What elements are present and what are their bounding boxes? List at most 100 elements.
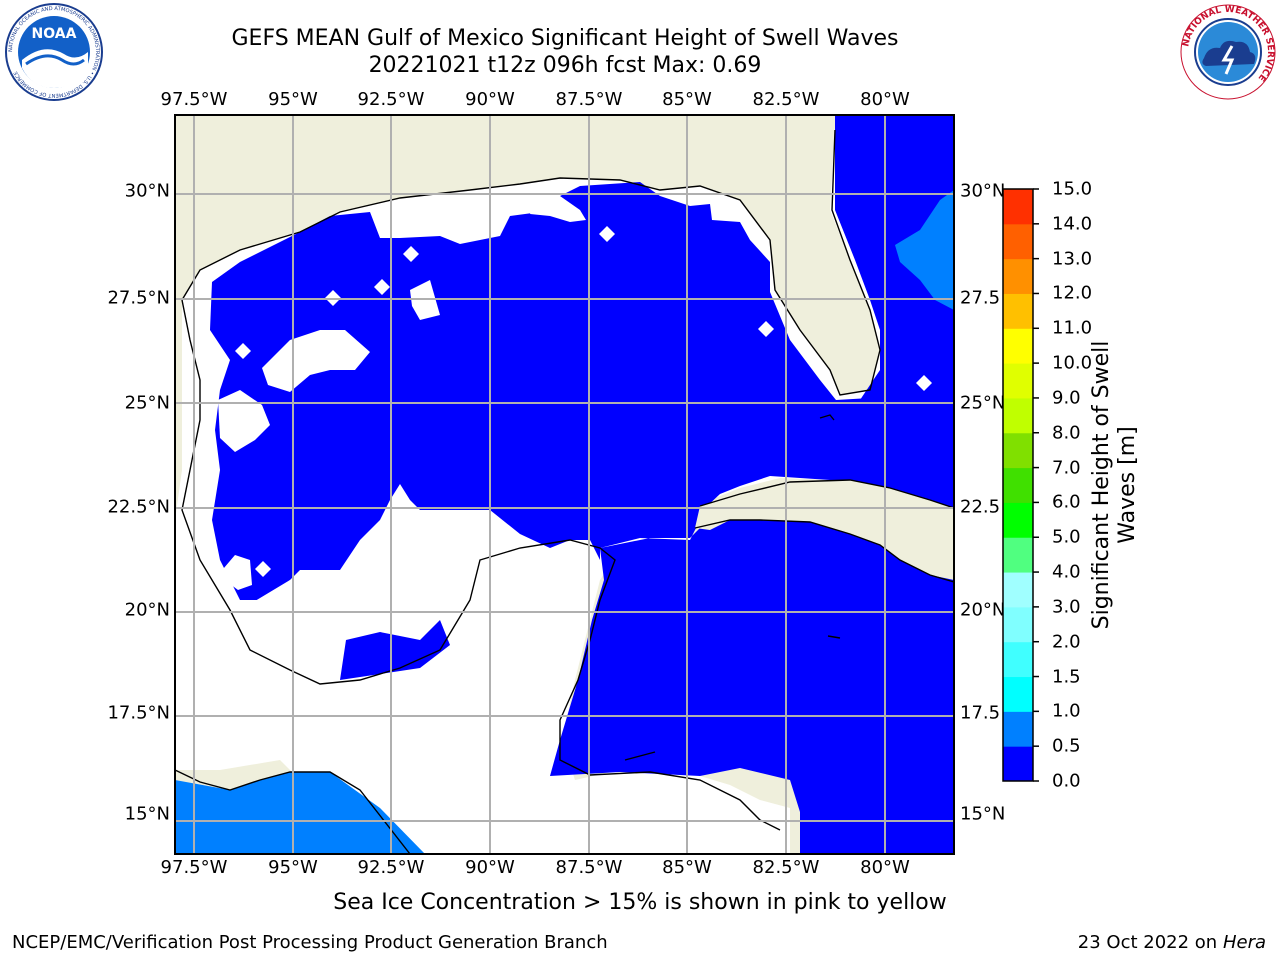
colorbar-tick-label: 5.0 [1052, 526, 1081, 548]
colorbar-box [1003, 258, 1033, 294]
colorbar-tick-label: 1.5 [1052, 666, 1081, 688]
colorbar-tick-label: 0.0 [1052, 770, 1081, 792]
lat-tick-left: 22.5°N [107, 496, 170, 518]
colorbar [1002, 188, 1039, 782]
credit-right: 23 Oct 2022 on Hera [1078, 932, 1266, 953]
sea-ice-note: Sea Ice Concentration > 15% is shown in … [333, 890, 947, 915]
gap-sw-coast [218, 555, 252, 590]
lat-tick-right: 15°N [960, 803, 1006, 825]
colorbar-tick-label: 0.5 [1052, 735, 1081, 757]
pacific-mid-swell [175, 772, 425, 854]
gap-diamond-9 [916, 375, 932, 391]
lon-tick-top: 87.5°W [555, 89, 623, 110]
gap-diamond-8 [344, 582, 360, 598]
colorbar-tick-label: 14.0 [1052, 213, 1093, 235]
credit-host: Hera [1222, 932, 1266, 953]
gap-diamond-3 [403, 246, 419, 262]
lat-tick-right: 30°N [960, 180, 1006, 202]
noaa-logo: NOAA NATIONAL OCEANIC AND ATMOSPHERIC AD… [5, 3, 103, 101]
lon-tick-top: 97.5°W [160, 89, 228, 110]
colorbar-tick-label: 8.0 [1052, 422, 1081, 444]
lon-tick-top: 85°W [662, 89, 712, 110]
lon-tick-top: 90°W [465, 89, 515, 110]
colorbar-label-line1: Significant Height of Swell [1089, 340, 1114, 630]
colorbar-box [1003, 363, 1033, 399]
nws-logo: NATIONAL WEATHER SERVICE [1180, 4, 1276, 100]
colorbar-tick-label: 6.0 [1052, 491, 1081, 513]
colorbar-box [1003, 328, 1033, 364]
lon-tick-bottom: 85°W [662, 857, 712, 878]
colorbar-box [1003, 293, 1033, 329]
colorbar-box [1003, 676, 1033, 712]
lon-tick-bottom: 82.5°W [752, 857, 820, 878]
lon-tick-bottom: 92.5°W [357, 857, 425, 878]
lat-tick-right: 20°N [960, 599, 1006, 621]
colorbar-box [1003, 432, 1033, 469]
lon-tick-top: 92.5°W [357, 89, 425, 110]
lon-tick-top: 80°W [860, 89, 910, 110]
lat-tick-left: 25°N [124, 392, 170, 414]
graticule [175, 115, 954, 854]
lat-tick-left: 20°N [124, 599, 170, 621]
gap-diamond-7 [255, 561, 271, 577]
lon-tick-bottom: 87.5°W [555, 857, 623, 878]
lon-tick-bottom: 90°W [465, 857, 515, 878]
gap-west-shelf [218, 390, 270, 452]
colorbar-box [1003, 397, 1033, 434]
colorbar-tick-label: 12.0 [1052, 282, 1093, 304]
gap-mississippi-delta [530, 190, 586, 222]
lon-tick-top: 95°W [268, 89, 318, 110]
lat-tick-right: 25°N [960, 392, 1006, 414]
colorbar-tick-label: 4.0 [1052, 561, 1081, 583]
colorbar-tick-label: 3.0 [1052, 596, 1081, 618]
lat-tick-right: 27.5 [960, 287, 1001, 309]
colorbar-box [1003, 746, 1033, 782]
gap-diamond-5 [758, 321, 774, 337]
colorbar-tick-label: 1.0 [1052, 700, 1081, 722]
noaa-logo-text: NOAA [32, 26, 77, 42]
colorbar-box [1003, 537, 1033, 573]
lon-tick-bottom: 95°W [268, 857, 318, 878]
colorbar-tick-label: 10.0 [1052, 352, 1093, 374]
lon-tick-bottom: 97.5°W [160, 857, 228, 878]
colorbar-box [1003, 223, 1033, 260]
colorbar-tick-label: 2.0 [1052, 631, 1081, 653]
lat-tick-right: 22.5 [960, 496, 1001, 518]
lat-tick-left: 27.5°N [107, 287, 170, 309]
credit-left: NCEP/EMC/Verification Post Processing Pr… [12, 932, 608, 953]
map-title: GEFS MEAN Gulf of Mexico Significant Hei… [231, 26, 899, 51]
gap-diamond-6 [235, 343, 251, 359]
colorbar-tick-label: 13.0 [1052, 248, 1093, 270]
lon-tick-bottom: 80°W [860, 857, 910, 878]
colorbar-box [1003, 189, 1033, 225]
campeche-swell-patch [340, 620, 450, 680]
colorbar-box [1003, 641, 1033, 678]
gap-diamond-2 [374, 279, 390, 295]
colorbar-box [1003, 467, 1033, 503]
colorbar-tick-label: 11.0 [1052, 317, 1093, 339]
map-subtitle: 20221021 t12z 096h fcst Max: 0.69 [368, 53, 762, 78]
gap-west-central [262, 330, 370, 392]
cuba-land [695, 480, 954, 580]
map-frame [174, 114, 955, 855]
colorbar-label-line2: Waves [m] [1115, 426, 1140, 544]
colorbar-tick-label: 15.0 [1052, 178, 1093, 200]
lat-tick-left: 17.5°N [107, 702, 170, 724]
lat-tick-right: 17.5 [960, 702, 1001, 724]
colorbar-frame [1002, 188, 1034, 782]
colorbar-tick-label: 9.0 [1052, 387, 1081, 409]
atlantic-mid-swell [895, 190, 954, 310]
credit-date: 23 Oct 2022 on [1077, 932, 1223, 953]
gap-diamond-4 [599, 226, 615, 242]
colorbar-box [1003, 572, 1033, 608]
colorbar-box [1003, 606, 1033, 643]
gulf-low-swell [210, 182, 954, 854]
colorbar-tick-label: 7.0 [1052, 457, 1081, 479]
colorbar-box [1003, 502, 1033, 538]
colorbar-label: Significant Height of Swell Waves [m] [1089, 341, 1141, 630]
colorbar-box [1003, 711, 1033, 747]
map-fields [175, 115, 954, 854]
lon-tick-top: 82.5°W [752, 89, 820, 110]
lat-tick-left: 30°N [124, 180, 170, 202]
